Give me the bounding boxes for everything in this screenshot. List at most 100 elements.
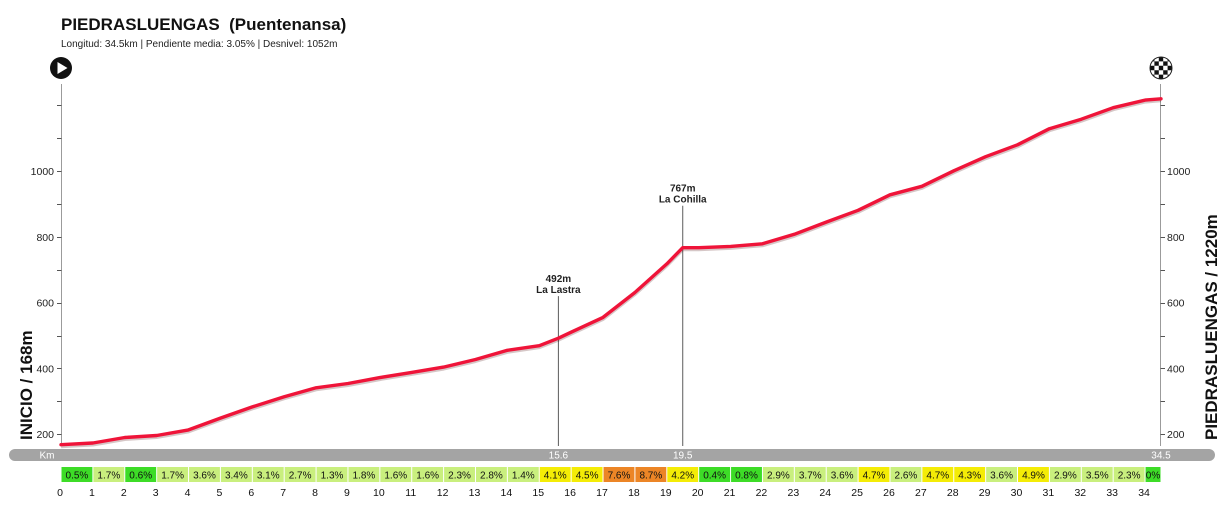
gradient-segment (125, 467, 157, 482)
gradient-segment (731, 467, 762, 482)
km-tick-label: 27 (915, 487, 927, 499)
gradient-segment (316, 467, 348, 482)
km-tick-label: 12 (437, 487, 449, 499)
gradient-segment (220, 467, 252, 482)
km-tick-label: 2 (121, 487, 127, 499)
km-tick-label: 0 (57, 487, 63, 499)
km-tick-label: 21 (724, 487, 736, 499)
gradient-label: 4.9% (1022, 471, 1045, 482)
y-tick-label-left: 400 (36, 363, 54, 375)
y-tick-label-right: 400 (1167, 363, 1185, 375)
gradient-label: 4.7% (863, 471, 886, 482)
km-tick-label: 5 (216, 487, 222, 499)
gradient-label: 0% (1146, 471, 1161, 482)
km-tick-label: 26 (883, 487, 895, 499)
marker-km-label: 19.5 (673, 451, 693, 462)
km-bar (9, 449, 1215, 461)
km-tick-label: 1 (89, 487, 95, 499)
gradient-label: 0.5% (66, 471, 89, 482)
marker-name-label: La Lastra (536, 285, 581, 296)
gradient-segment (858, 467, 890, 482)
gradient-segment (922, 467, 954, 482)
gradient-label: 4.5% (576, 471, 599, 482)
km-tick-label: 6 (248, 487, 254, 499)
gradient-segment (1081, 467, 1113, 482)
gradient-label: 3.1% (257, 471, 280, 482)
km-tick-label: 15 (532, 487, 544, 499)
play-icon (50, 57, 72, 79)
gradient-label: 2.9% (1054, 471, 1077, 482)
marker-elevation-label: 767m (670, 184, 696, 195)
km-tick-label: 31 (1043, 487, 1055, 499)
gradient-label: 8.7% (639, 471, 662, 482)
gradient-label: 1.6% (416, 471, 439, 482)
gradient-label: 1.3% (321, 471, 344, 482)
km-tick-label: 19 (660, 487, 672, 499)
km-tick-label: 9 (344, 487, 350, 499)
y-axis-label-right: PIEDRASLUENGAS / 1220m (1202, 214, 1221, 440)
km-tick-label: 18 (628, 487, 640, 499)
gradient-segment (444, 467, 475, 482)
marker-name-label: La Cohilla (659, 195, 707, 206)
gradient-segment (1113, 467, 1145, 482)
y-tick-label-left: 600 (36, 298, 54, 310)
gradient-label: 2.3% (1118, 471, 1141, 482)
gradient-segment (699, 467, 731, 482)
gradient-segment (571, 467, 603, 482)
km-tick-label: 11 (405, 487, 416, 499)
gradient-segment (475, 467, 507, 482)
gradient-segment (61, 467, 93, 482)
gradient-segment (252, 467, 284, 482)
end-km-label: 34.5 (1151, 451, 1171, 462)
gradient-label: 2.6% (895, 471, 918, 482)
gradient-segment (507, 467, 539, 482)
gradient-segment (348, 467, 380, 482)
km-tick-label: 14 (501, 487, 513, 499)
gradient-segment (1145, 467, 1161, 482)
gradient-label: 7.6% (608, 471, 631, 482)
gradient-segment (1049, 467, 1081, 482)
y-tick-label-left: 200 (36, 429, 54, 441)
y-tick-label-right: 800 (1167, 232, 1185, 244)
chart-subtitle: Longitud: 34.5km | Pendiente media: 3.05… (61, 39, 337, 50)
gradient-label: 3.4% (225, 471, 248, 482)
km-tick-label: 4 (185, 487, 191, 499)
y-axis-label-left: INICIO / 168m (17, 330, 36, 440)
y-tick-label-right: 600 (1167, 298, 1185, 310)
km-tick-label: 20 (692, 487, 704, 499)
km-tick-label: 16 (564, 487, 576, 499)
gradient-segment (954, 467, 986, 482)
gradient-segment (539, 467, 571, 482)
gradient-label: 3.6% (193, 471, 216, 482)
km-tick-label: 33 (1106, 487, 1118, 499)
gradient-label: 4.1% (544, 471, 567, 482)
km-tick-label: 22 (756, 487, 768, 499)
km-tick-label: 8 (312, 487, 318, 499)
marker-km-label: 15.6 (549, 451, 569, 462)
gradient-label: 2.7% (289, 471, 312, 482)
y-tick-label-right: 1000 (1167, 166, 1191, 178)
km-tick-label: 34 (1138, 487, 1150, 499)
y-tick-label-right: 200 (1167, 429, 1185, 441)
gradient-segment (412, 467, 444, 482)
gradient-label: 1.7% (97, 471, 120, 482)
gradient-label: 3.5% (1086, 471, 1109, 482)
gradient-label: 4.7% (926, 471, 949, 482)
marker-elevation-label: 492m (546, 274, 572, 285)
gradient-segment (380, 467, 412, 482)
elevation-line (59, 97, 1163, 447)
gradient-label: 0.8% (735, 471, 758, 482)
km-tick-label: 10 (373, 487, 385, 499)
gradient-segment (603, 467, 635, 482)
gradient-segment (189, 467, 220, 482)
chart-title: PIEDRASLUENGAS (Puentenansa) (61, 15, 346, 34)
y-tick-label-left: 1000 (31, 166, 55, 178)
y-tick-label-left: 800 (36, 232, 54, 244)
km-tick-label: 24 (819, 487, 831, 499)
km-tick-label: 3 (153, 487, 159, 499)
km-bar-label: Km (40, 451, 55, 462)
gradient-segment (794, 467, 826, 482)
km-tick-label: 17 (596, 487, 608, 499)
gradient-label: 1.4% (512, 471, 535, 482)
